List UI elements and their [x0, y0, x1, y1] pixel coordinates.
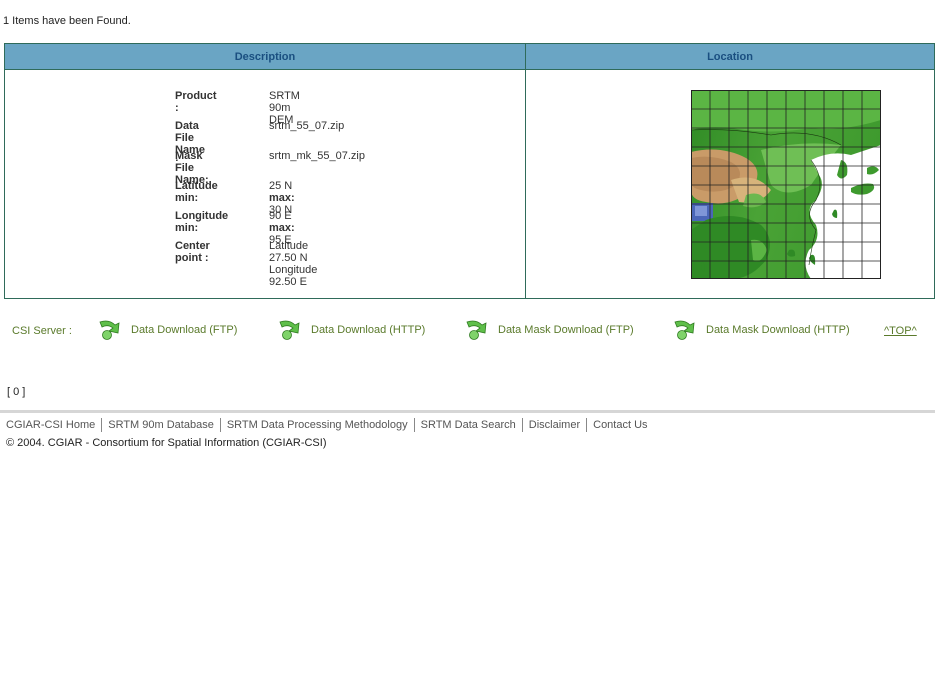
column-divider	[525, 70, 526, 298]
download-arrow-icon	[466, 320, 487, 340]
latitude-value: 25 N max: 30 N	[269, 180, 304, 216]
mask-download-ftp-link[interactable]: Data Mask Download (FTP)	[464, 319, 634, 341]
latitude-min: 25 N	[269, 180, 293, 192]
results-table: Description Location Product : SRTM 90m …	[4, 43, 935, 299]
data-file-label: Data File Name :	[175, 120, 205, 168]
download-arrow-icon	[674, 320, 695, 340]
footer-link-data-search[interactable]: SRTM Data Search	[413, 417, 522, 432]
results-count: 1 Items have been Found.	[3, 15, 131, 27]
footer-divider	[0, 410, 935, 413]
csi-server-label: CSI Server :	[12, 325, 72, 337]
pagination: [ 0 ]	[7, 386, 26, 398]
data-download-ftp-label: Data Download (FTP)	[131, 324, 238, 336]
footer-nav: CGIAR-CSI Home SRTM 90m Database SRTM Da…	[0, 417, 654, 432]
mask-download-http-link[interactable]: Data Mask Download (HTTP)	[672, 319, 850, 341]
longitude-label: Longitude min:	[175, 210, 229, 234]
mask-download-http-label: Data Mask Download (HTTP)	[706, 324, 850, 336]
center-longitude: Longitude 92.50 E	[269, 264, 318, 288]
longitude-max: 95 E	[269, 234, 292, 246]
longitude-max-label: max:	[269, 222, 295, 234]
data-file-value: srtm_55_07.zip	[269, 120, 345, 132]
mask-file-label: Mask File Name:	[175, 150, 209, 186]
latitude-label: Latitude min:	[175, 180, 218, 204]
latitude-max: 30 N	[269, 204, 293, 216]
longitude-min: 90 E	[269, 210, 292, 222]
center-latitude: Latitude 27.50 N	[269, 240, 309, 264]
mask-download-ftp-label: Data Mask Download (FTP)	[498, 324, 634, 336]
longitude-value: 90 E max: 95 E	[269, 210, 304, 246]
data-download-http-link[interactable]: Data Download (HTTP)	[277, 319, 425, 341]
location-map-image	[691, 90, 881, 279]
tile-location-map	[691, 90, 881, 279]
center-point-label: Center point :	[175, 240, 210, 264]
data-download-ftp-link[interactable]: Data Download (FTP)	[97, 319, 237, 341]
footer-link-cgiar-home[interactable]: CGIAR-CSI Home	[6, 418, 96, 431]
mask-file-value: srtm_mk_55_07.zip	[269, 150, 365, 162]
footer-link-disclaimer[interactable]: Disclaimer	[521, 417, 586, 432]
product-label: Product :	[175, 90, 217, 114]
description-header: Description	[5, 44, 526, 70]
center-point-value: Latitude 27.50 N Longitude 92.50 E	[269, 240, 317, 288]
copyright-text: © 2004. CGIAR - Consortium for Spatial I…	[6, 437, 327, 449]
latitude-max-label: max:	[269, 192, 295, 204]
back-to-top-link[interactable]: ^TOP^	[884, 325, 917, 337]
location-header: Location	[526, 44, 934, 70]
download-arrow-icon	[99, 320, 120, 340]
footer-link-srtm-database[interactable]: SRTM 90m Database	[101, 417, 220, 432]
download-arrow-icon	[279, 320, 300, 340]
footer-link-contact[interactable]: Contact Us	[586, 417, 653, 432]
data-download-http-label: Data Download (HTTP)	[311, 324, 426, 336]
product-value: SRTM 90m DEM	[269, 90, 300, 126]
footer-link-methodology[interactable]: SRTM Data Processing Methodology	[219, 417, 414, 432]
download-bar: CSI Server : Data Download (FTP) Data Do…	[0, 318, 935, 342]
